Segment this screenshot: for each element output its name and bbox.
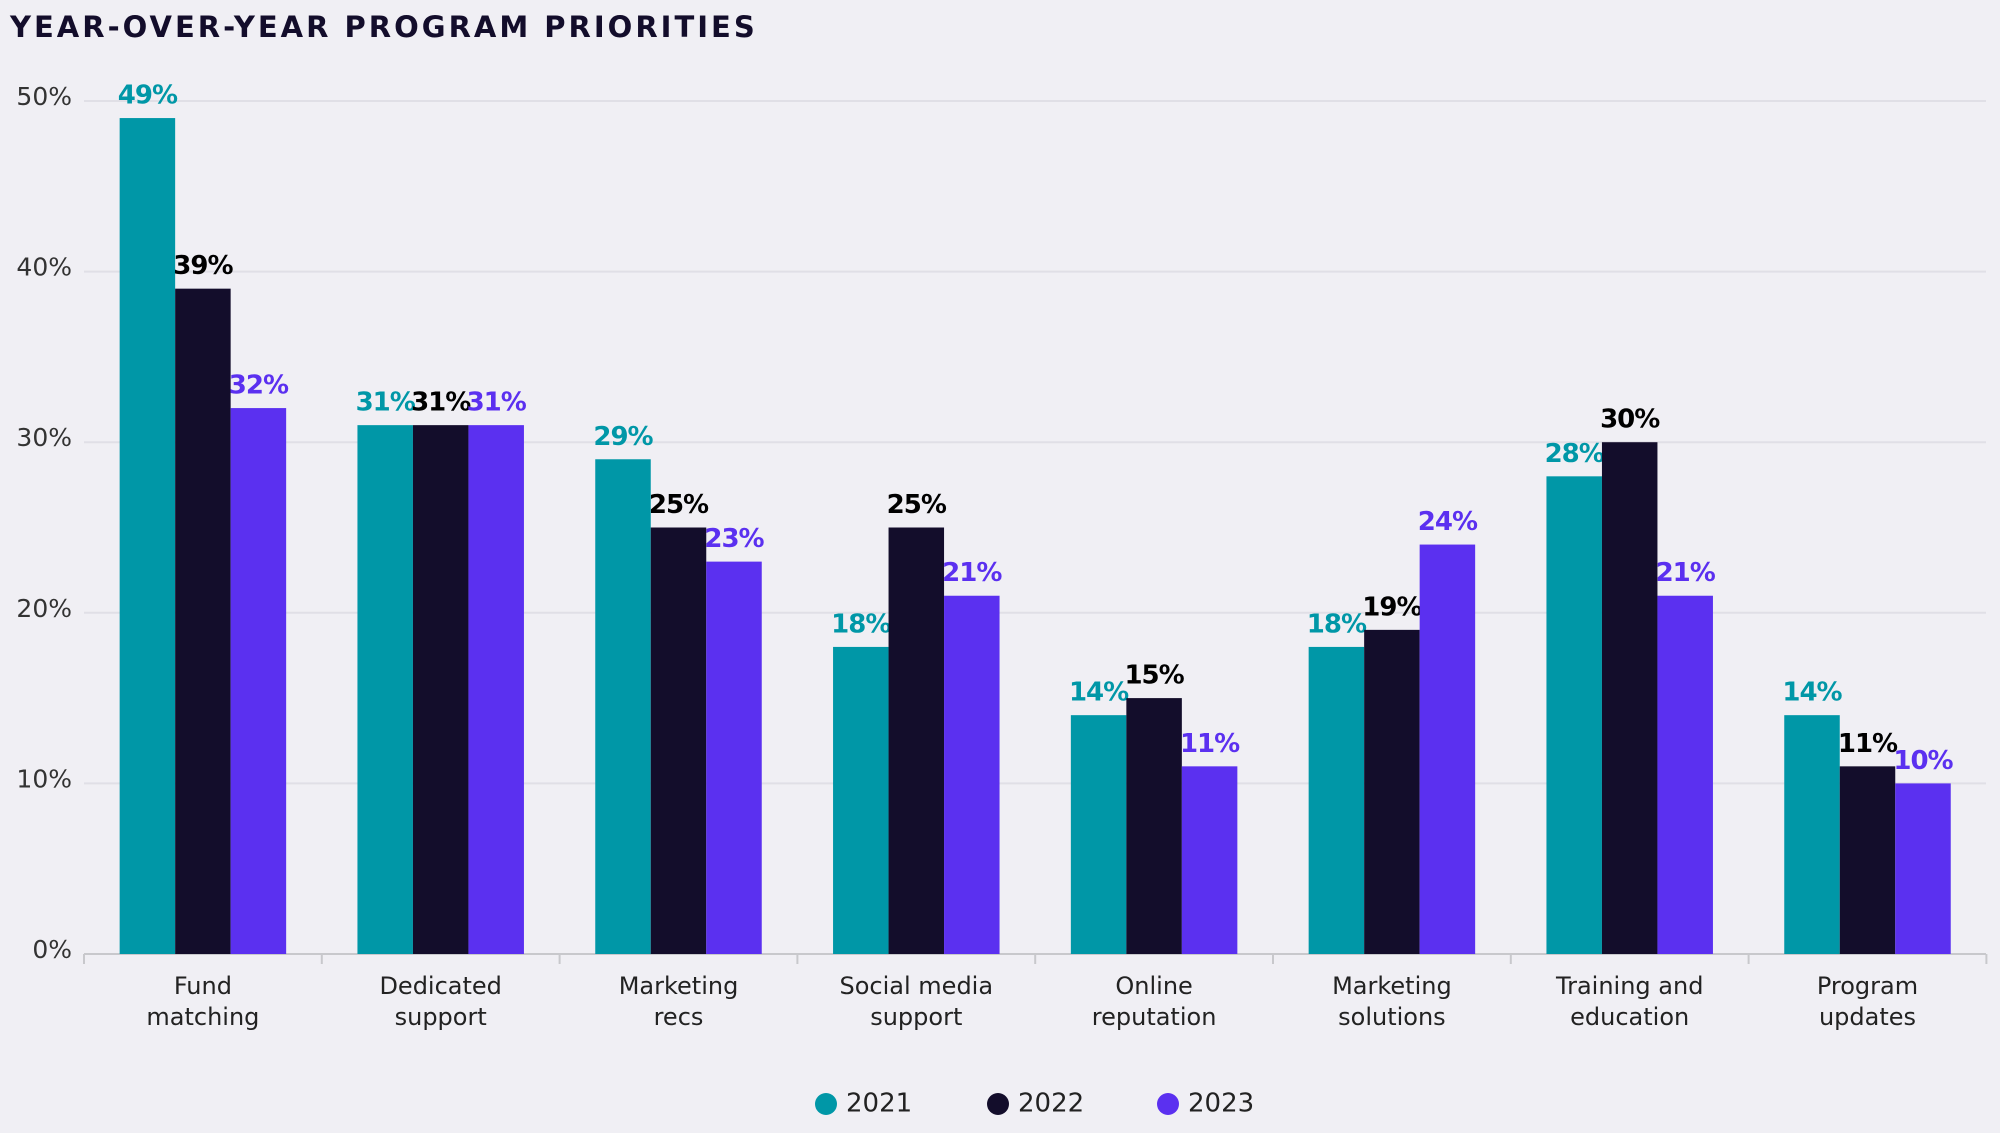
legend-marker [1157,1093,1179,1115]
value-label: 11% [1838,729,1898,759]
y-tick-label: 10% [16,764,72,793]
value-label: 18% [1307,609,1367,639]
value-label: 14% [1782,678,1842,708]
value-label: 31% [356,388,416,418]
bar [1181,766,1238,954]
x-tick-label: Marketing solutions [1332,972,1452,1031]
value-label: 31% [411,388,471,418]
bar [230,408,287,955]
legend-marker [987,1093,1009,1115]
x-tick-label: Online reputation [1092,972,1217,1031]
value-label: 32% [229,371,289,401]
value-label: 21% [1656,558,1716,588]
bar [1784,715,1840,954]
x-tick-label: Marketing recs [619,972,739,1031]
y-tick-label: 30% [16,423,72,452]
bar [650,527,707,954]
x-tick-label: Program updates [1817,972,1918,1031]
bar [1308,646,1365,954]
x-tick-label-line: reputation [1092,1003,1217,1031]
x-tick-label-line: Fund [174,972,232,1000]
x-tick-label-line: support [870,1003,962,1031]
x-tick-label-line: solutions [1338,1003,1446,1031]
bar [944,595,1000,954]
value-label: 18% [831,609,891,639]
value-label: 24% [1418,507,1478,537]
bar [888,527,945,954]
x-tick-label-line: education [1570,1003,1689,1031]
legend-label: 2023 [1188,1089,1254,1119]
y-tick-label: 40% [16,253,72,282]
x-tick-label: Fund matching [146,972,259,1031]
bar [357,425,413,954]
value-label: 14% [1069,678,1129,708]
value-label: 11% [1180,729,1240,759]
bar [1126,698,1182,954]
bar [1601,442,1658,954]
x-tick-label-line: updates [1819,1003,1916,1031]
x-tick-label: Dedicated support [379,972,501,1031]
value-label: 25% [887,490,947,520]
x-tick-label-line: support [395,1003,487,1031]
bar [1419,544,1476,954]
x-tick-label-line: Online [1115,972,1192,1000]
bar [412,425,469,954]
legend-label: 2022 [1018,1089,1084,1119]
bar [1546,476,1602,954]
legend-marker [815,1093,837,1115]
value-label: 21% [942,558,1002,588]
x-tick-label-line: Marketing [619,972,739,1000]
value-label: 23% [704,524,764,554]
y-tick-label: 50% [16,82,72,111]
chart-title: YEAR-OVER-YEAR PROGRAM PRIORITIES [9,10,758,44]
x-tick-label-line: recs [654,1003,704,1031]
value-label: 49% [118,81,178,111]
bar [833,646,889,954]
x-tick-label: Social media support [840,972,994,1031]
bar [1895,783,1951,954]
value-label: 10% [1893,746,1953,776]
x-tick-label-line: matching [146,1003,259,1031]
x-tick-label: Training and education [1555,972,1703,1031]
bar [1364,629,1420,954]
y-tick-label: 20% [16,594,72,623]
value-label: 25% [649,490,709,520]
x-tick-label-line: Social media [840,972,994,1000]
bar [1839,766,1896,954]
y-tick-label: 0% [32,935,72,964]
x-tick-label-line: Program [1817,972,1918,1000]
x-tick-label-line: Training and [1555,972,1703,1000]
x-tick-label-line: Dedicated [379,972,501,1000]
legend-label: 2021 [846,1089,912,1119]
value-label: 39% [173,251,233,281]
bar [706,561,762,954]
value-label: 15% [1124,661,1184,691]
value-label: 31% [467,388,527,418]
bar [1070,715,1127,954]
value-label: 30% [1600,405,1660,435]
x-tick-label-line: Marketing [1332,972,1452,1000]
value-label: 19% [1362,592,1422,622]
bar [119,118,176,954]
bar [595,459,651,954]
bar [468,425,524,954]
bar [1657,595,1713,954]
value-label: 29% [593,422,653,452]
value-label: 28% [1545,439,1605,469]
bar [175,288,231,954]
